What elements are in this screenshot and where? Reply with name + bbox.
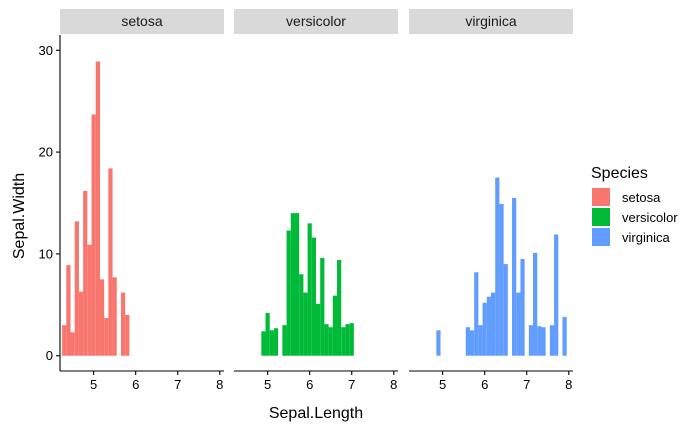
x-tick-label: 5 (439, 377, 446, 392)
y-axis: 0 10 20 30 (39, 35, 61, 371)
x-tick-label: 7 (174, 377, 181, 392)
bar (99, 279, 105, 356)
bar (486, 296, 491, 356)
bar (436, 330, 441, 356)
y-tick-label: 0 (46, 348, 53, 363)
bar (549, 325, 555, 356)
bar (83, 190, 88, 356)
bar (528, 325, 534, 356)
bar (66, 265, 71, 356)
bar (562, 317, 567, 356)
y-axis-title: Sepal.Width (11, 173, 28, 259)
x-tick-label: 6 (481, 377, 488, 392)
bar (469, 330, 475, 356)
facet-strip-label: versicolor (286, 13, 346, 29)
bar (482, 302, 487, 356)
bar (465, 327, 470, 356)
bar (320, 257, 325, 356)
bar (282, 325, 287, 356)
legend-title: Species (591, 165, 648, 182)
bar (537, 326, 542, 356)
bar (324, 324, 329, 356)
y-tick-label: 10 (39, 246, 53, 261)
bar (495, 177, 500, 356)
facet-panel-setosa: setosa 5 6 7 8 (60, 9, 224, 392)
facet-strip (60, 9, 224, 34)
bar (541, 327, 546, 356)
bar (311, 237, 316, 356)
x-tick-label: 6 (306, 377, 313, 392)
bar (345, 324, 350, 356)
bar (299, 274, 304, 356)
bar (95, 61, 100, 356)
bar (349, 323, 354, 356)
bar (62, 325, 67, 356)
bar (520, 259, 525, 356)
bar (341, 327, 346, 356)
y-tick-label: 20 (39, 145, 53, 160)
facet-strip (234, 9, 398, 34)
bar (273, 328, 279, 356)
bar (554, 234, 559, 356)
bar (104, 318, 109, 356)
x-tick-label: 7 (523, 377, 530, 392)
bar (112, 277, 117, 356)
bar (74, 221, 79, 356)
bar (120, 292, 126, 356)
bar (290, 213, 295, 356)
bar (70, 332, 75, 356)
bar (491, 292, 496, 356)
x-tick-label: 6 (132, 377, 139, 392)
bar (125, 315, 130, 356)
x-tick-label: 8 (565, 377, 572, 392)
bar (516, 292, 521, 356)
x-tick-label: 5 (264, 377, 271, 392)
bar (533, 252, 538, 356)
y-tick-label: 30 (39, 43, 53, 58)
bar (307, 223, 312, 356)
bar (499, 204, 504, 356)
legend-label-setosa: setosa (622, 190, 661, 205)
bar (261, 331, 266, 356)
x-tick-label: 7 (348, 377, 355, 392)
bar (87, 244, 92, 356)
bar (316, 303, 321, 356)
bar (478, 325, 483, 356)
legend-label-virginica: virginica (622, 230, 670, 245)
bar (303, 292, 308, 356)
bar (474, 272, 479, 356)
x-tick-label: 8 (216, 377, 223, 392)
bar (503, 264, 508, 356)
bar (337, 260, 342, 356)
facet-strip-label: setosa (121, 13, 162, 29)
bar (269, 330, 274, 356)
facet-strip (409, 9, 573, 34)
bar (512, 197, 517, 356)
x-axis-title: Sepal.Length (269, 405, 363, 422)
legend-swatch-versicolor (592, 208, 610, 226)
bar (294, 213, 300, 356)
facet-panel-virginica: virginica 5 6 7 8 (409, 9, 573, 392)
bar (265, 312, 270, 356)
x-tick-label: 5 (90, 377, 97, 392)
legend-swatch-virginica (592, 228, 610, 246)
bar (108, 168, 113, 356)
legend-label-versicolor: versicolor (622, 210, 678, 225)
bar (286, 230, 291, 356)
legend-swatch-setosa (592, 188, 610, 206)
bar (91, 114, 96, 356)
bar (328, 327, 333, 356)
x-tick-label: 8 (390, 377, 397, 392)
facet-strip-label: virginica (465, 13, 517, 29)
bar (332, 295, 338, 356)
facet-panels: setosa 5 6 7 8 versicolor 5 6 7 8 virginica 5 6 7 8 (60, 9, 573, 392)
bar (78, 291, 84, 356)
facet-panel-versicolor: versicolor 5 6 7 8 (234, 9, 398, 392)
legend: Species setosa versicolor virginica (591, 165, 678, 246)
